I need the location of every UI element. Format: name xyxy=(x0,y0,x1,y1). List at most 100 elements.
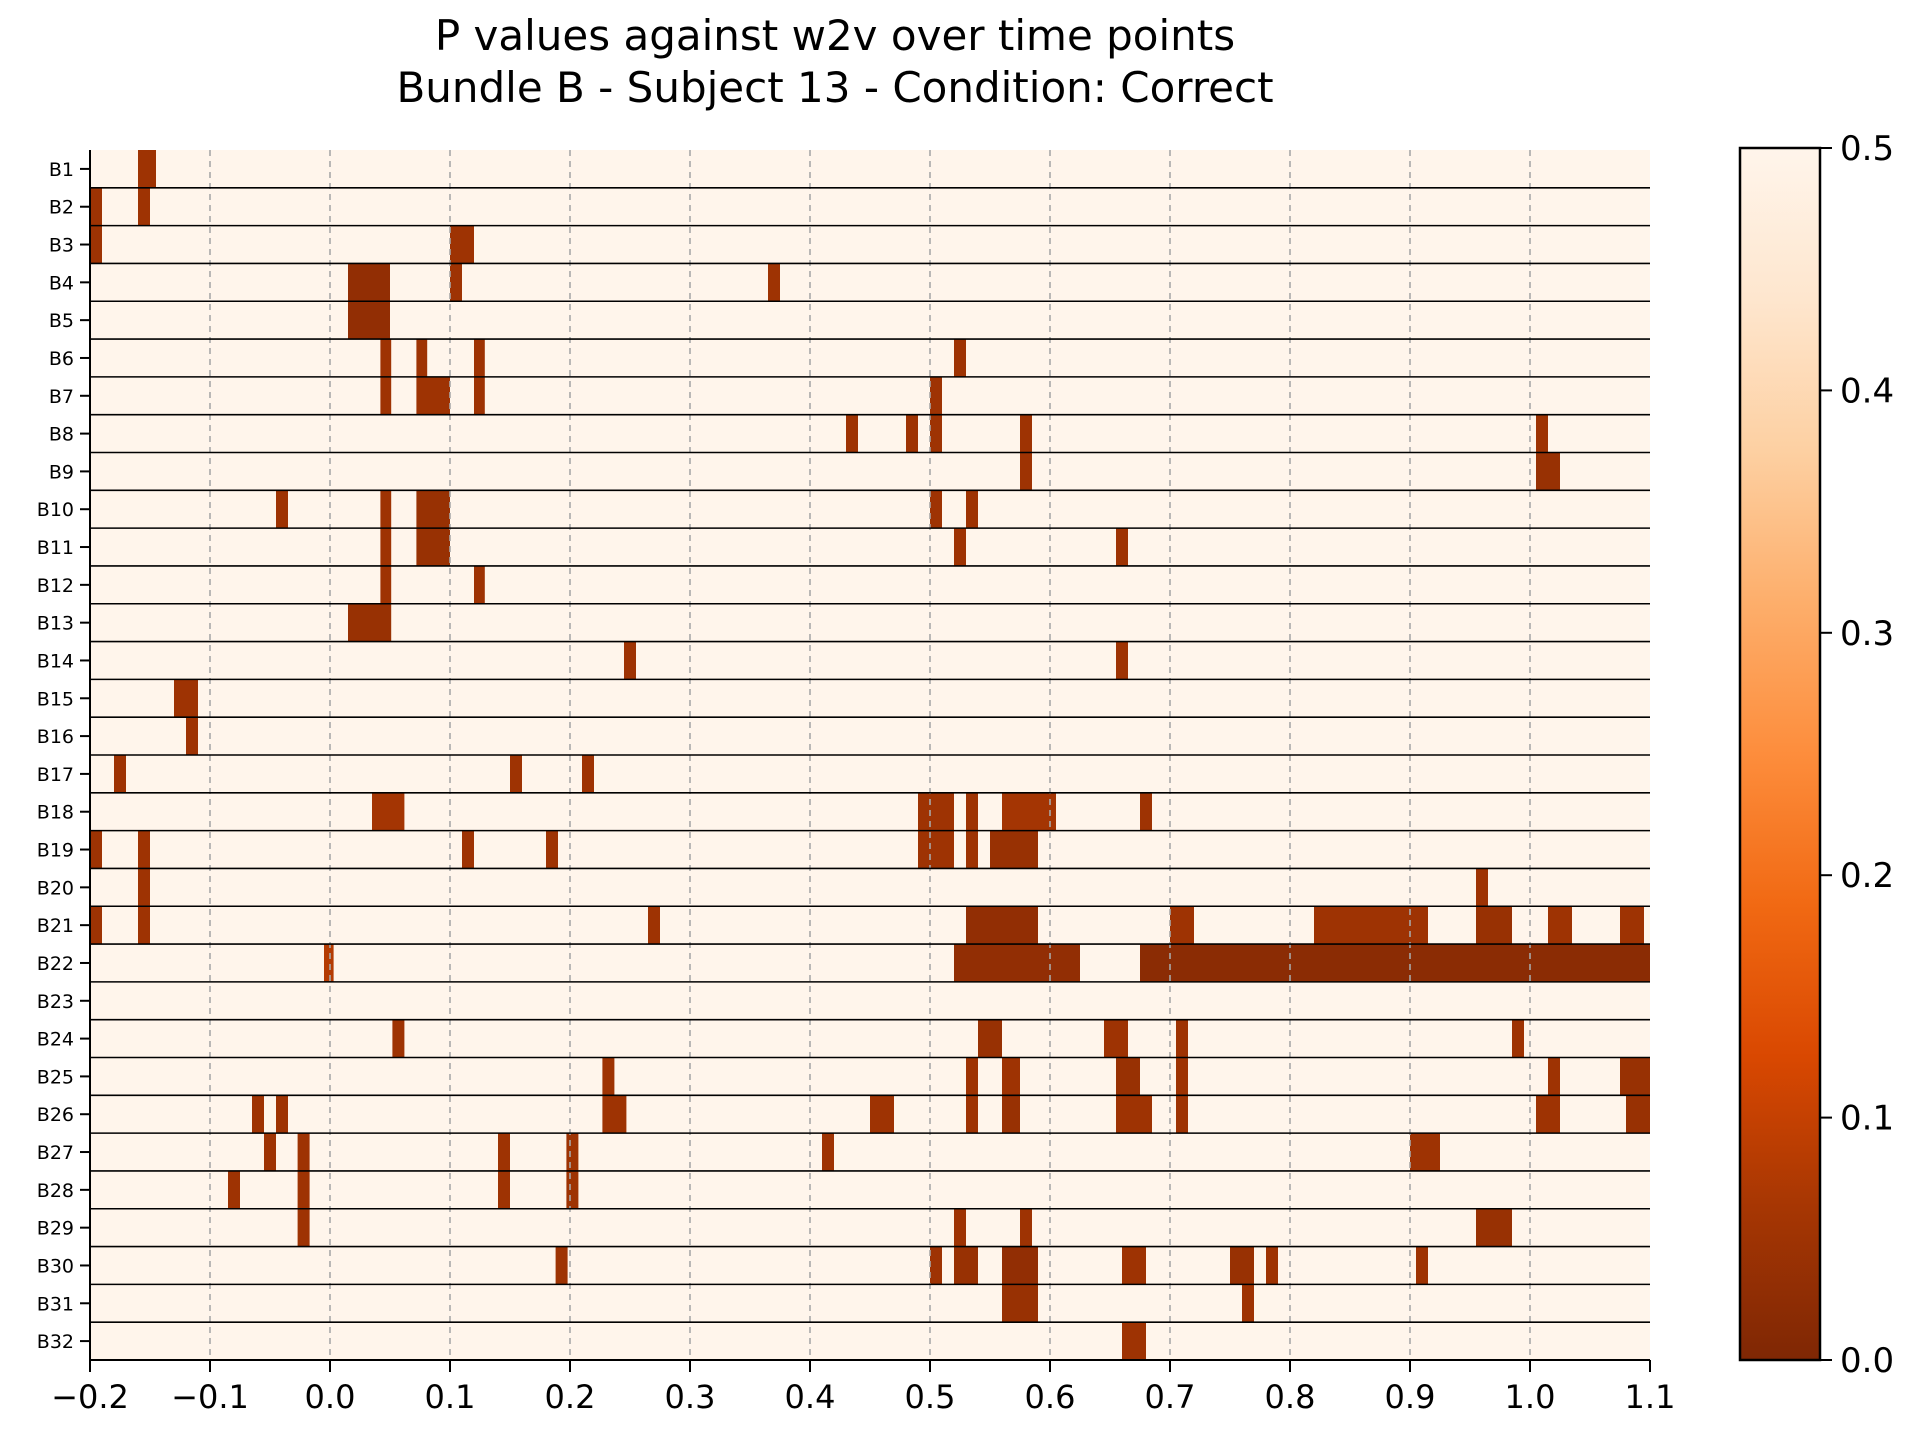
y-tick-label: B23 xyxy=(37,991,74,1013)
y-tick-label: B24 xyxy=(37,1029,74,1051)
heatmap-cell xyxy=(276,1095,288,1134)
heatmap-cell xyxy=(90,830,102,869)
heatmap-row-bg xyxy=(90,1057,1650,1096)
heatmap-cell xyxy=(954,1246,978,1285)
heatmap-cell xyxy=(138,868,150,907)
heatmap-cell xyxy=(90,225,102,264)
x-tick-label: 0.9 xyxy=(1385,1378,1436,1416)
heatmap-cell xyxy=(174,679,198,718)
heatmap-cell xyxy=(648,906,660,945)
y-tick-label: B17 xyxy=(37,764,74,786)
heatmap-cell xyxy=(1002,1246,1038,1285)
heatmap-cell xyxy=(930,490,942,529)
heatmap-cell xyxy=(228,1170,240,1209)
x-tick-label: 1.1 xyxy=(1625,1378,1676,1416)
heatmap-cell xyxy=(1176,1057,1188,1096)
heatmap-cell xyxy=(768,263,780,302)
heatmap-row-bg xyxy=(90,565,1650,604)
heatmap-cell xyxy=(1620,906,1644,945)
x-axis: −0.2 −0.1 0.0 0.1 0.2 0.3 0.4 0.5 0.6 0.7 0.8 0.9 1.… xyxy=(51,1359,1676,1416)
heatmap-cell xyxy=(1476,906,1512,945)
y-tick-label: B18 xyxy=(37,802,74,824)
heatmap-cell xyxy=(498,1133,510,1171)
heatmap-cell xyxy=(450,263,462,302)
heatmap-cell xyxy=(1140,792,1152,831)
x-tick-label: 0.3 xyxy=(665,1378,716,1416)
y-tick-label: B30 xyxy=(37,1255,74,1277)
heatmap-cell xyxy=(1536,414,1548,453)
colorbar-tick-label: 0.0 xyxy=(1840,1341,1894,1381)
x-tick-label: 1.0 xyxy=(1505,1378,1556,1416)
heatmap-cell xyxy=(276,490,288,529)
heatmap-row-bg xyxy=(90,603,1650,642)
x-tick-label: 0.5 xyxy=(905,1378,956,1416)
heatmap-cell xyxy=(1122,1246,1146,1285)
heatmap-row-bg xyxy=(90,792,1650,831)
heatmap-cell xyxy=(546,830,558,869)
heatmap-cell xyxy=(1266,1246,1278,1285)
heatmap-cell xyxy=(138,150,156,188)
heatmap-cell xyxy=(930,376,942,415)
heatmap-cell xyxy=(1536,1095,1560,1134)
heatmap-cell xyxy=(380,339,392,377)
heatmap-cell xyxy=(1410,1133,1440,1171)
y-tick-label: B3 xyxy=(49,235,74,257)
heatmap-cell xyxy=(1548,1057,1560,1096)
y-tick-label: B26 xyxy=(37,1104,74,1126)
y-axis: B1 B2 B3 B4 B5 B6 B7 B8 B9 B10 B11 B12 B13 B14 B15 B16 B… xyxy=(37,150,91,1360)
chart-subtitle: Bundle B - Subject 13 - Condition: Corre… xyxy=(396,63,1273,112)
y-tick-label: B8 xyxy=(49,424,74,446)
heatmap-cell xyxy=(1536,452,1560,491)
heatmap-row-bg xyxy=(90,868,1650,907)
colorbar-tick-label: 0.3 xyxy=(1840,614,1894,654)
heatmap-row-bg xyxy=(90,263,1650,302)
heatmap-cell xyxy=(966,830,978,869)
heatmap-row-bg xyxy=(90,1246,1650,1285)
heatmap-cell xyxy=(1020,452,1032,491)
heatmap-cell xyxy=(114,755,126,793)
heatmap-cell xyxy=(324,944,334,982)
heatmap-row-bg xyxy=(90,679,1650,718)
colorbar-tick-label: 0.1 xyxy=(1840,1099,1894,1139)
y-tick-label: B10 xyxy=(37,499,74,521)
heatmap-row-bg xyxy=(90,187,1650,226)
y-tick-label: B6 xyxy=(49,348,74,370)
y-tick-label: B16 xyxy=(37,726,74,748)
y-tick-label: B31 xyxy=(37,1293,74,1315)
heatmap-cell xyxy=(1002,1057,1020,1096)
y-tick-label: B29 xyxy=(37,1218,74,1240)
heatmap-cell xyxy=(416,490,450,529)
y-tick-label: B20 xyxy=(37,877,74,899)
heatmap-row-bg xyxy=(90,225,1650,264)
heatmap-cell xyxy=(954,528,966,566)
heatmap-row-bg xyxy=(90,150,1650,188)
heatmap-row-bg xyxy=(90,981,1650,1020)
heatmap-cell xyxy=(392,1019,405,1058)
heatmap-cell xyxy=(566,1170,579,1209)
y-tick-label: B15 xyxy=(37,688,74,710)
heatmap-row-bg xyxy=(90,1133,1650,1171)
heatmap-cell xyxy=(380,490,392,529)
y-tick-label: B9 xyxy=(49,461,74,483)
heatmap-cell xyxy=(474,565,485,604)
heatmap-cell xyxy=(870,1095,894,1134)
heatmap-cell xyxy=(1002,1095,1020,1134)
heatmap-cell xyxy=(918,830,954,869)
heatmap-cell xyxy=(966,906,1038,945)
heatmap-row-bg xyxy=(90,1170,1650,1209)
y-tick-label: B28 xyxy=(37,1180,74,1202)
heatmap-cell xyxy=(498,1170,510,1209)
heatmap-cell xyxy=(602,1095,627,1134)
x-tick-label: 0.0 xyxy=(305,1378,356,1416)
heatmap-cell xyxy=(918,792,954,831)
heatmap-row-bg xyxy=(90,301,1650,340)
heatmap-cell xyxy=(978,1019,1002,1058)
heatmap-cell xyxy=(1020,1208,1032,1247)
y-tick-label: B12 xyxy=(37,575,74,597)
heatmap-cell xyxy=(966,490,978,529)
heatmap-cell xyxy=(1314,906,1428,945)
colorbar-tick-label: 0.5 xyxy=(1840,129,1894,169)
heatmap-row-bg xyxy=(90,1322,1650,1360)
colorbar: 0.0 0.1 0.2 0.3 0.4 0.5 xyxy=(1738,129,1894,1381)
chart-title: P values against w2v over time points xyxy=(435,11,1235,60)
